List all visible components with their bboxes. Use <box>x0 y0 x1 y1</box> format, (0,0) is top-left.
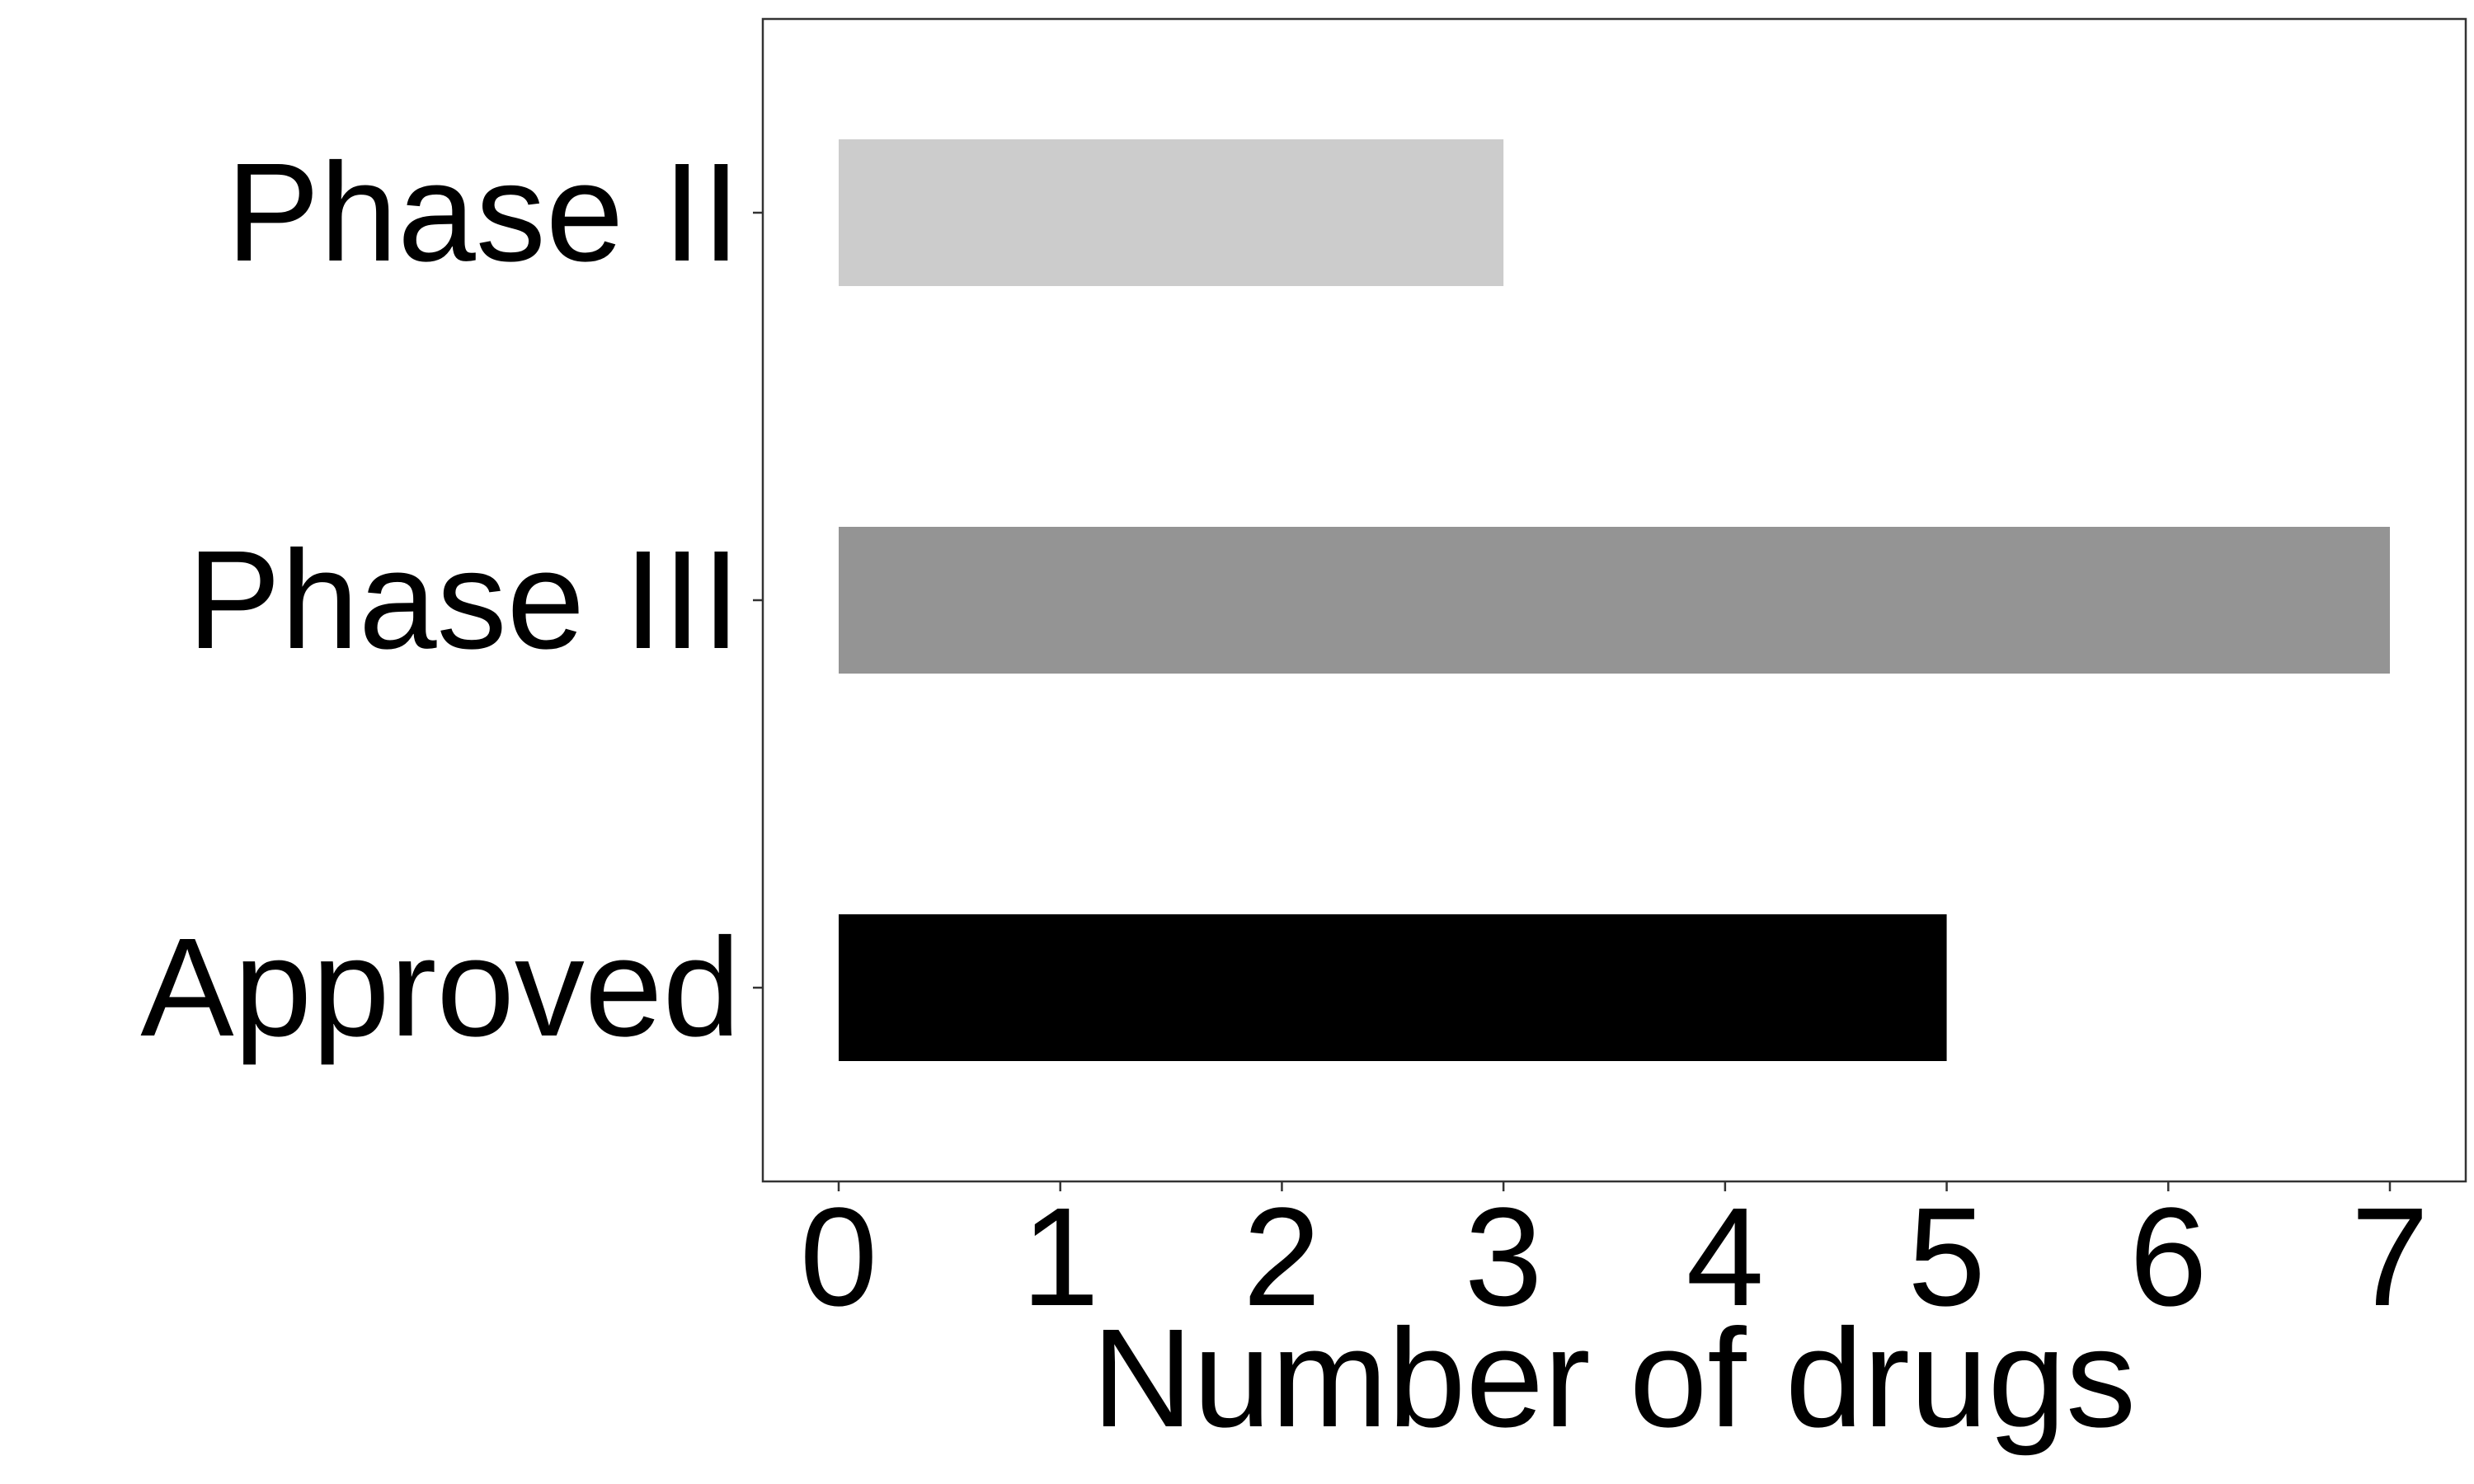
x-tick-label: 0 <box>800 1179 878 1336</box>
y-axis: Phase II Phase III Approved <box>140 134 763 1066</box>
x-tick-label: 1 <box>1021 1179 1099 1336</box>
x-tick-label: 7 <box>2351 1179 2429 1336</box>
bar-phase-ii <box>839 139 1504 286</box>
x-tick-label: 6 <box>2129 1179 2208 1336</box>
bar-approved <box>839 914 1947 1061</box>
x-tick-label: 4 <box>1686 1179 1765 1336</box>
x-tick-label: 5 <box>1907 1179 1986 1336</box>
y-tick-label: Approved <box>140 909 741 1066</box>
x-axis-title: Number of drugs <box>1092 1300 2136 1457</box>
y-tick-label: Phase II <box>226 134 741 291</box>
bar-phase-iii <box>839 527 2390 674</box>
y-tick-label: Phase III <box>187 522 741 679</box>
bars-group <box>839 139 2390 1061</box>
x-tick-label: 2 <box>1243 1179 1321 1336</box>
x-tick-label: 3 <box>1465 1179 1543 1336</box>
